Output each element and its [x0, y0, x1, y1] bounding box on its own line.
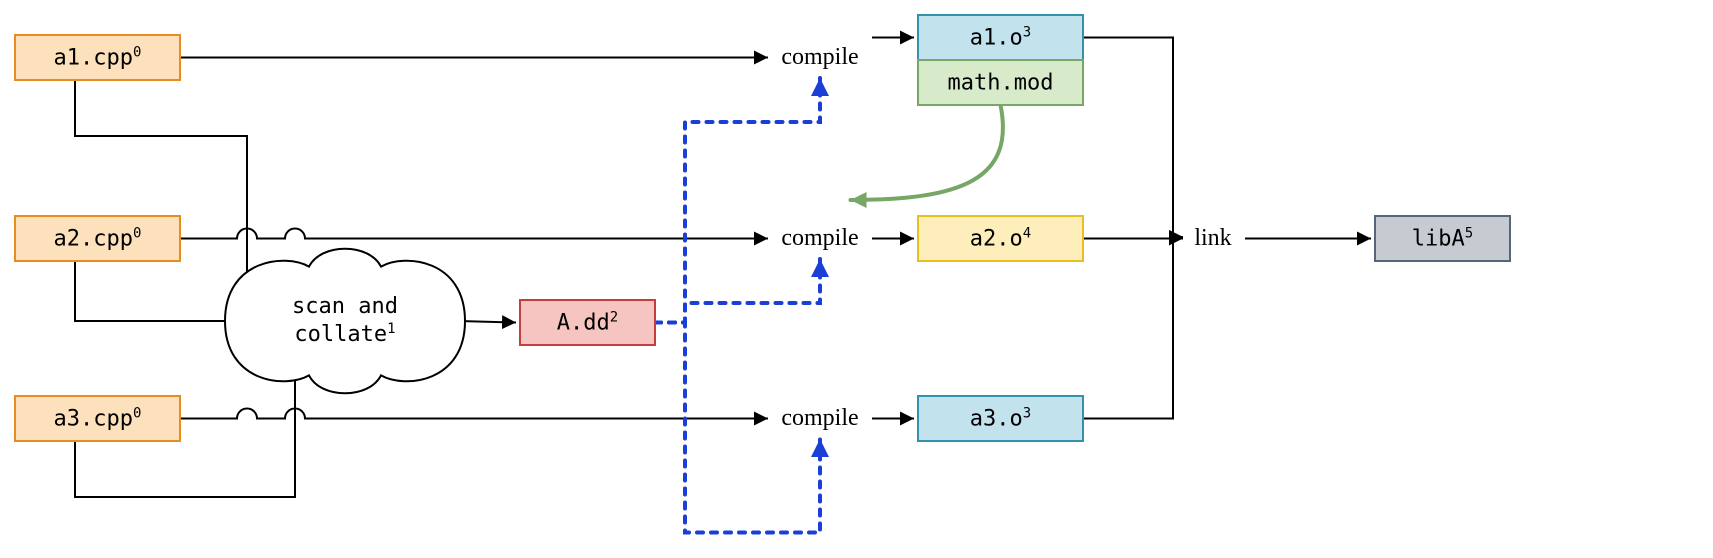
edge-add-compile1	[655, 78, 820, 323]
edge-label-compile2: compile	[781, 225, 858, 251]
node-a1cpp-label: a1.cpp0	[54, 45, 142, 71]
node-layer: scan andcollate1 a1.cpp0 a2.cpp0 a3.cpp0 A.d…	[15, 15, 1510, 441]
cloud-label-line1: scan and	[292, 294, 398, 319]
node-liba: libA5	[1375, 216, 1510, 261]
edge-a2cpp-compile	[180, 229, 768, 239]
edge-mathmod-compile2	[851, 105, 1003, 200]
edge-a2cpp-scan	[75, 261, 231, 321]
node-liba-label: libA5	[1412, 226, 1473, 252]
edge-a1o-link	[1083, 38, 1183, 238]
node-a2o-label: a2.o4	[970, 226, 1031, 252]
node-add: A.dd2	[520, 300, 655, 345]
edge-scan-add	[459, 321, 516, 323]
node-a3cpp: a3.cpp0	[15, 396, 180, 441]
node-a3o: a3.o3	[918, 396, 1083, 441]
cloud-label-line2: collate1	[294, 321, 395, 347]
edge-add-compile2	[655, 259, 820, 323]
edge-a3o-link	[1083, 237, 1183, 419]
edge-label-link: link	[1194, 225, 1231, 251]
edge-label-compile3: compile	[781, 405, 858, 431]
node-mathmod: math.mod	[918, 60, 1083, 105]
node-a1cpp: a1.cpp0	[15, 35, 180, 80]
node-a1o: a1.o3	[918, 15, 1083, 60]
node-a3cpp-label: a3.cpp0	[54, 406, 142, 432]
node-a3o-label: a3.o3	[970, 406, 1031, 432]
node-a1o-label: a1.o3	[970, 25, 1031, 51]
node-mathmod-label: math.mod	[948, 71, 1054, 96]
node-a2cpp: a2.cpp0	[15, 216, 180, 261]
node-add-label: A.dd2	[557, 310, 618, 336]
edge-a3cpp-compile	[180, 409, 768, 419]
node-a2o: a2.o4	[918, 216, 1083, 261]
edge-a1cpp-scan	[75, 80, 247, 321]
edge-label-compile1: compile	[781, 44, 858, 70]
cloud-scan-collate	[225, 249, 465, 394]
node-a2cpp-label: a2.cpp0	[54, 226, 142, 252]
